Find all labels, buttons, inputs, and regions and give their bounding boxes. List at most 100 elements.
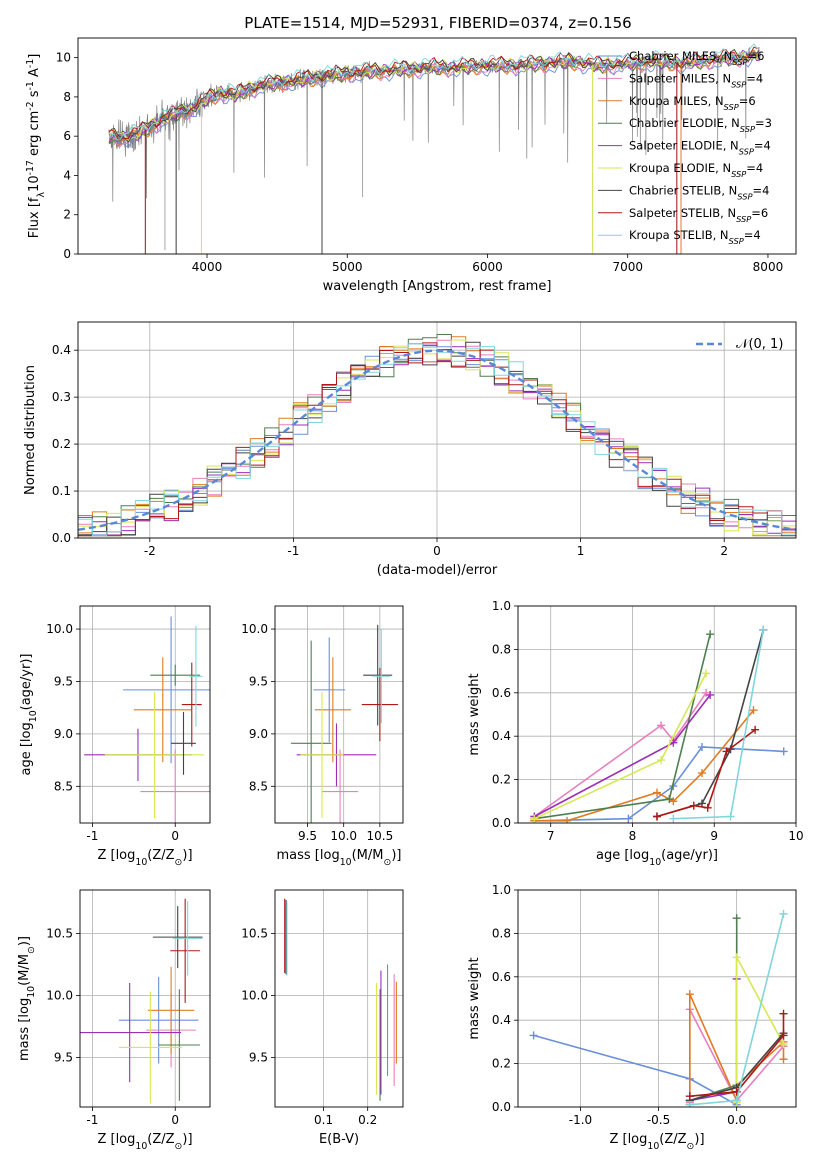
y-tick-label: 0 (63, 247, 71, 261)
x-tick-label: 10.0 (330, 829, 357, 843)
y-tick-label: 0.2 (492, 773, 511, 787)
y-tick-label: 9.0 (249, 727, 268, 741)
x-tick-label: 0.0 (727, 1113, 746, 1127)
y-tick-label: 0.4 (52, 343, 71, 357)
residuals-ylabel: Normed distribution (23, 365, 38, 495)
age-weight-plot (530, 625, 788, 823)
series-point (702, 669, 711, 678)
y-tick-label: 6 (63, 129, 71, 143)
series-point (653, 788, 661, 797)
x-tick-label: 8 (629, 829, 637, 843)
spectrum-legend: Chabrier MILES, NSSP=6 Salpeter MILES, NS… (598, 49, 772, 246)
mass-age-frame (274, 605, 404, 824)
z-mass-frame (79, 889, 211, 1108)
series-line (689, 1013, 785, 1097)
series-point (657, 721, 666, 730)
normal-curve (78, 349, 796, 531)
series-point (749, 706, 758, 715)
residuals-frame (77, 321, 797, 539)
series-point (706, 630, 715, 639)
series-point (779, 1031, 788, 1040)
series-point (702, 688, 711, 697)
histogram-step (78, 343, 796, 538)
age-weight-ylabel: mass weight (467, 673, 482, 755)
residuals-plot (78, 334, 796, 538)
x-tick-label: 4000 (192, 260, 223, 274)
series-point (779, 1040, 788, 1049)
x-tick-label: 0.2 (358, 1113, 377, 1127)
z-age-frame (79, 605, 211, 824)
y-tick-label: 0.4 (492, 1013, 511, 1027)
series-point (669, 797, 678, 806)
mass-age-plot (290, 624, 398, 823)
x-tick-label: -0.5 (647, 1113, 670, 1127)
mass-age-axes: 9.5 10.0 10.5 8.5 9.0 9.5 10.0 (241, 606, 403, 843)
y-tick-label: 9.5 (54, 674, 73, 688)
series-point (779, 1009, 788, 1018)
x-tick-label: 8000 (753, 260, 784, 274)
legend-label: Salpeter STELIB, NSSP=6 (629, 206, 768, 224)
legend-label: Salpeter ELODIE, NSSP=4 (629, 139, 771, 157)
model-line (108, 51, 760, 148)
y-tick-label: 10 (56, 51, 71, 65)
y-tick-label: 0.0 (52, 531, 71, 545)
series-point (697, 769, 706, 778)
y-tick-label: 9.5 (54, 1050, 73, 1064)
spectrum-plot (108, 43, 762, 254)
legend-label: Kroupa ELODIE, NSSP=4 (629, 161, 763, 179)
y-tick-label: 0.0 (492, 816, 511, 830)
y-tick-label: 0.1 (52, 484, 71, 498)
y-tick-label: 9.5 (249, 674, 268, 688)
x-tick-label: 0 (171, 829, 179, 843)
z-mass-ylabel: mass [log10(M/M⊙)] (17, 936, 37, 1061)
y-tick-label: 0.0 (492, 1100, 511, 1114)
y-tick-label: 8.5 (54, 779, 73, 793)
y-tick-label: 2 (63, 208, 71, 222)
ebv-mass-plot (284, 898, 397, 1101)
series-point (563, 816, 572, 823)
series-point (779, 747, 788, 756)
y-tick-label: 0.2 (492, 1057, 511, 1071)
y-tick-label: 0.8 (492, 926, 511, 940)
y-tick-label: 4 (63, 168, 71, 182)
x-tick-label: 0 (171, 1113, 179, 1127)
series-point (530, 814, 539, 823)
x-tick-label: -1 (287, 544, 299, 558)
series-point (703, 803, 712, 812)
y-tick-label: 8 (63, 90, 71, 104)
series-point (732, 1096, 741, 1105)
age-weight-xlabel: age [log10(age/yr)] (596, 848, 718, 868)
z-age-xlabel: Z [log10(Z/Z⊙)] (97, 848, 192, 868)
x-tick-label: -1 (86, 829, 98, 843)
x-tick-label: 9 (710, 829, 718, 843)
series-point (759, 625, 768, 634)
legend-label: Salpeter MILES, NSSP=4 (629, 71, 763, 89)
series-point (529, 1031, 538, 1040)
figure-title: PLATE=1514, MJD=52931, FIBERID=0374, z=0… (244, 14, 631, 32)
series-point (706, 690, 715, 699)
legend-label: Kroupa MILES, NSSP=6 (629, 94, 756, 112)
legend-label: Chabrier ELODIE, NSSP=3 (629, 116, 772, 134)
spectrum-xlabel: wavelength [Angstrom, rest frame] (323, 279, 552, 294)
mass-age-xlabel: mass [log10(M/M⊙)] (277, 848, 402, 868)
series-line (534, 709, 755, 822)
series-point (732, 953, 741, 962)
legend-label: Kroupa STELIB, NSSP=4 (629, 228, 761, 246)
age-weight-frame (517, 605, 797, 824)
ebv-mass-frame (274, 889, 404, 1108)
series-point (685, 1092, 694, 1101)
ebv-mass-axes: 0.1 0.2 9.5 10.0 10.5 (241, 890, 403, 1127)
spectrum-frame (77, 37, 797, 255)
series-point (732, 914, 741, 923)
legend-label: Chabrier MILES, NSSP=6 (629, 49, 764, 67)
x-tick-label: 0 (433, 544, 441, 558)
spectrum-axes: 4000 5000 6000 7000 8000 0 2 4 6 8 10 (56, 51, 784, 274)
x-tick-label: 1 (577, 544, 585, 558)
z-weight-plot (529, 909, 788, 1107)
z-weight-xlabel: Z [log10(Z/Z⊙)] (609, 1132, 704, 1152)
model-line (108, 43, 760, 141)
legend-label: 𝒩(0, 1) (736, 337, 783, 352)
histogram-step (78, 341, 796, 538)
series-point (751, 725, 760, 734)
y-tick-label: 1.0 (492, 883, 511, 897)
